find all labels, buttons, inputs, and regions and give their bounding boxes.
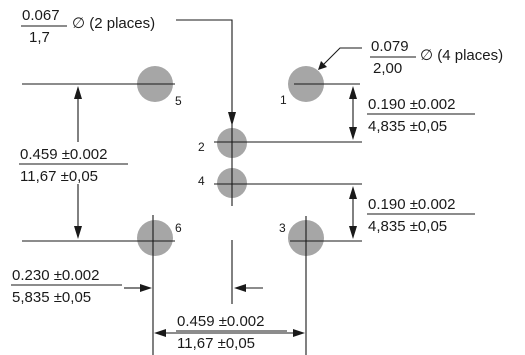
lower-right-inch: 0.190 ±0.002 [368,196,455,213]
dim-offset-arrow-left [140,284,152,292]
small-dia-inch: 0.067 [22,7,60,24]
bottom-left-inch: 0.230 ±0.002 [12,267,99,284]
bottom-left-mm: 5,835 ±0,05 [12,289,91,306]
dim-left-arrow-bottom [74,226,82,239]
small-dia-mm: 1,7 [29,29,50,46]
leader-small-diameter-arrow [228,112,236,126]
pad-6-circle [137,220,173,256]
bottom-horizontal-inch: 0.459 ±0.002 [177,313,264,330]
dim-bottom-arrow-right [293,329,305,337]
dim-lower-right-arrow-bottom [349,226,357,239]
dim-bottom-arrow-left [154,329,166,337]
left-vertical-mm: 11,67 ±0,05 [20,168,98,185]
pad-1-label: 1 [280,93,287,107]
large-dia-suffix: ∅ (4 places) [420,47,503,64]
dim-upper-right-arrow-bottom [349,127,357,140]
large-dia-inch: 0.079 [371,38,409,55]
pad-2-label: 2 [198,140,205,154]
pad-4-label: 4 [198,174,205,188]
pad-6-label: 6 [175,221,182,235]
dim-offset-arrow-right [234,284,246,292]
upper-right-mm: 4,835 ±0,05 [368,118,447,135]
lower-right-mm: 4,835 ±0,05 [368,218,447,235]
leader-large-diameter-arrow [318,61,327,70]
small-dia-suffix: ∅ (2 places) [72,15,155,32]
pad-5-label: 5 [175,94,182,108]
dim-lower-right-arrow-top [349,186,357,199]
dim-upper-right-arrow-top [349,86,357,99]
upper-right-inch: 0.190 ±0.002 [368,96,455,113]
left-vertical-inch: 0.459 ±0.002 [20,146,107,163]
leader-large-diameter [323,47,362,65]
leader-small-diameter [176,19,233,112]
dim-left-arrow-top [74,86,82,99]
bottom-horizontal-mm: 11,67 ±0,05 [177,335,255,352]
large-dia-mm: 2,00 [373,60,402,77]
pad-3-label: 3 [279,221,286,235]
